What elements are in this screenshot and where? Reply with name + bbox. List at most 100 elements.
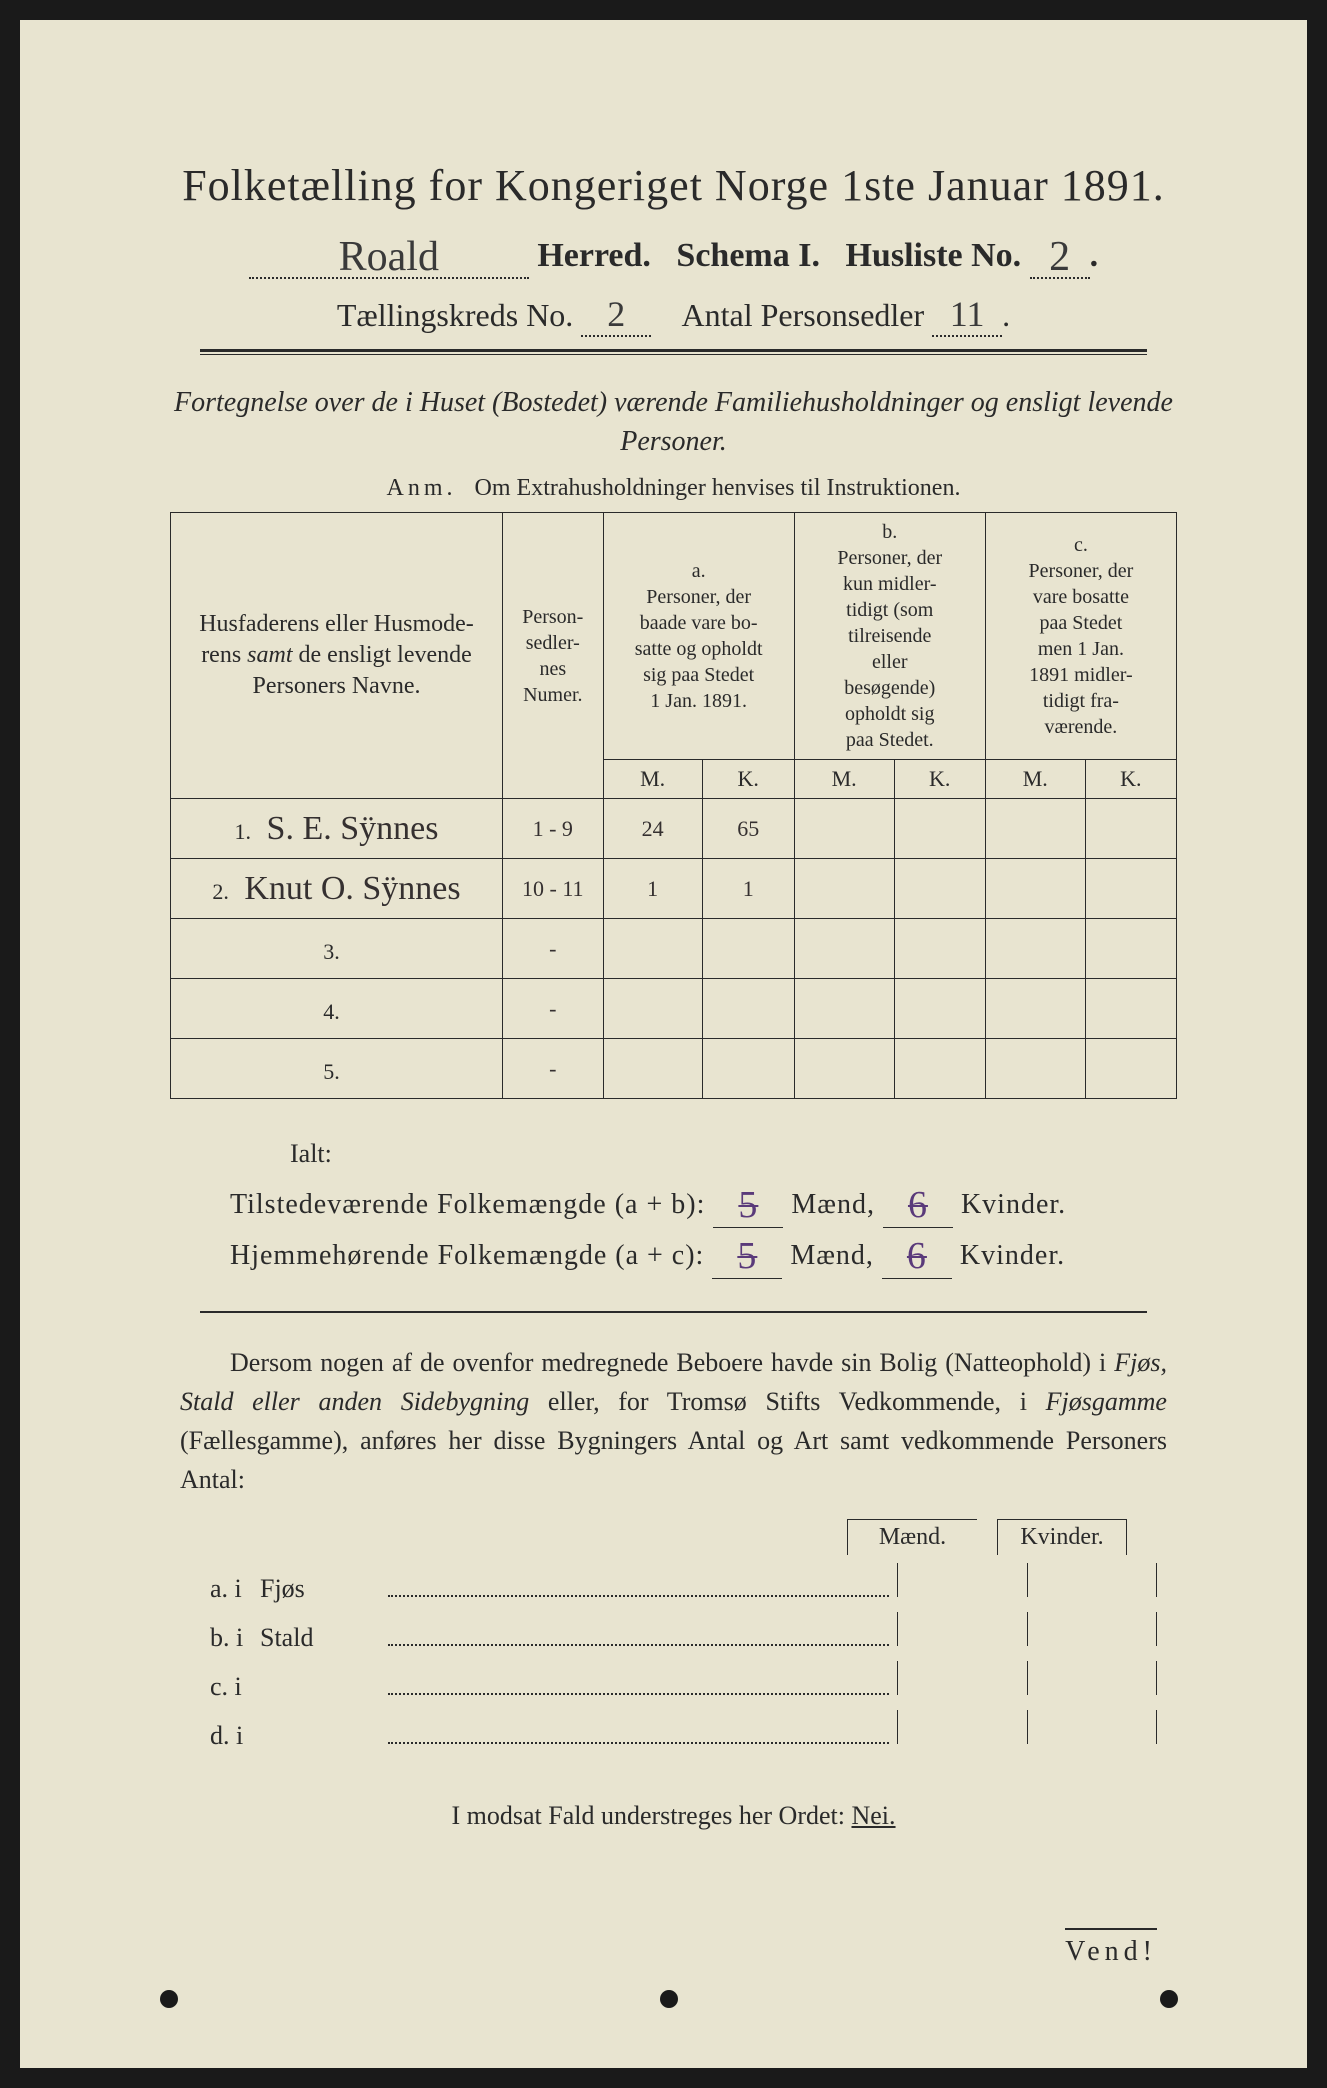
cell-num: 1 - 9 (502, 799, 603, 859)
ob-kvinder-header: Kvinder. (997, 1519, 1127, 1555)
ob-dots (388, 1669, 889, 1695)
cell-cm (985, 799, 1085, 859)
nei-line: I modsat Fald understreges her Ordet: Ne… (170, 1801, 1177, 1831)
anm-label: Anm. (387, 475, 457, 501)
resident-m: 5 (712, 1234, 782, 1279)
antal-label: Antal Personsedler (682, 297, 925, 333)
col-b-header: b.Personer, derkun midler-tidigt (somtil… (803, 519, 977, 753)
outbuilding-paragraph: Dersom nogen af de ovenfor medregnede Be… (180, 1343, 1167, 1499)
row-num: 3. (171, 919, 503, 979)
cell-num: - (502, 919, 603, 979)
census-table: Husfaderens eller Husmode-rens samt de e… (170, 512, 1177, 1099)
ob-label: a. i (190, 1574, 260, 1604)
cell-ck (1085, 799, 1176, 859)
cell-ak (702, 919, 794, 979)
cell-cm (985, 919, 1085, 979)
col-num-header: Person-sedler-nesNumer. (511, 604, 595, 708)
present-m: 5 (713, 1183, 783, 1228)
outbuilding-row: b. iStald (190, 1612, 1157, 1653)
header-line-3: Tællingskreds No. 2 Antal Personsedler 1… (170, 293, 1177, 337)
total-resident: Hjemmehørende Folkemængde (a + c): 5 Mæn… (230, 1230, 1177, 1275)
page-title: Folketælling for Kongeriget Norge 1ste J… (170, 160, 1177, 211)
col-a-header: a.Personer, derbaade vare bo-satte og op… (612, 558, 786, 714)
col-a-k: K. (702, 760, 794, 799)
outbuilding-row: a. iFjøs (190, 1563, 1157, 1604)
cell-bk (894, 859, 985, 919)
col-c-k: K. (1085, 760, 1176, 799)
table-row: 2. Knut O. Sÿnnes10 - 1111 (171, 859, 1177, 919)
cell-cm (985, 1039, 1085, 1099)
col-c-header: c.Personer, dervare bosattepaa Stedetmen… (994, 532, 1168, 740)
row-num: 5. (171, 1039, 503, 1099)
cell-ak (702, 1039, 794, 1099)
cell-bk (894, 979, 985, 1039)
row-num: 4. (171, 979, 503, 1039)
nei-word: Nei. (851, 1801, 895, 1830)
ob-name: Fjøs (260, 1574, 380, 1604)
ob-label: d. i (190, 1721, 260, 1751)
table-row: 3. - (171, 919, 1177, 979)
header-line-2: Roald Herred. Schema I. Husliste No. 2. (170, 229, 1177, 279)
ob-label: c. i (190, 1672, 260, 1702)
anm-note: Anm. Om Extrahusholdninger henvises til … (170, 475, 1177, 502)
col-b-k: K. (894, 760, 985, 799)
herred-value: Roald (339, 234, 439, 280)
ob-dots (388, 1620, 889, 1646)
col-a-m: M. (603, 760, 702, 799)
divider (200, 349, 1147, 355)
cell-am (603, 1039, 702, 1099)
col-name-header: Husfaderens eller Husmode-rens samt de e… (179, 609, 494, 703)
kreds-value: 2 (607, 294, 625, 334)
census-form-page: Folketælling for Kongeriget Norge 1ste J… (20, 20, 1307, 2068)
ob-maend-header: Mænd. (847, 1519, 977, 1555)
col-c-m: M. (985, 760, 1085, 799)
cell-num: - (502, 979, 603, 1039)
ob-dots (388, 1718, 889, 1744)
ob-m-cell (897, 1661, 1027, 1695)
ob-k-cell (1027, 1612, 1157, 1646)
cell-am (603, 979, 702, 1039)
cell-am (603, 919, 702, 979)
cell-cm (985, 859, 1085, 919)
outbuilding-row: c. i (190, 1661, 1157, 1702)
subtitle: Fortegnelse over de i Huset (Bostedet) v… (170, 383, 1177, 461)
cell-bm (794, 799, 894, 859)
ob-k-cell (1027, 1710, 1157, 1744)
punch-hole (1160, 1990, 1178, 2008)
punch-hole (160, 1990, 178, 2008)
cell-ck (1085, 859, 1176, 919)
col-b-m: M. (794, 760, 894, 799)
punch-hole (660, 1990, 678, 2008)
ob-k-cell (1027, 1661, 1157, 1695)
kreds-label: Tællingskreds No. (337, 297, 573, 333)
cell-bk (894, 799, 985, 859)
ialt-label: Ialt: (290, 1139, 1177, 1169)
present-k: 6 (883, 1183, 953, 1228)
husliste-value: 2 (1049, 234, 1070, 280)
row-num: 1. S. E. Sÿnnes (171, 799, 503, 859)
cell-am: 1 (603, 859, 702, 919)
ob-label: b. i (190, 1623, 260, 1653)
cell-bm (794, 919, 894, 979)
herred-label: Herred. (537, 237, 651, 274)
husliste-label: Husliste No. (845, 237, 1021, 274)
resident-k: 6 (882, 1234, 952, 1279)
row-num: 2. Knut O. Sÿnnes (171, 859, 503, 919)
cell-am: 24 (603, 799, 702, 859)
cell-ak: 1 (702, 859, 794, 919)
ob-m-cell (897, 1563, 1027, 1597)
cell-bk (894, 919, 985, 979)
cell-bm (794, 859, 894, 919)
anm-text: Om Extrahusholdninger henvises til Instr… (475, 475, 961, 501)
cell-num: 10 - 11 (502, 859, 603, 919)
cell-bm (794, 1039, 894, 1099)
vend-label: Vend! (1065, 1928, 1157, 1968)
cell-ak: 65 (702, 799, 794, 859)
cell-cm (985, 979, 1085, 1039)
antal-value: 11 (950, 294, 985, 334)
cell-ck (1085, 919, 1176, 979)
table-row: 5. - (171, 1039, 1177, 1099)
ob-dots (388, 1571, 889, 1597)
ob-m-cell (897, 1710, 1027, 1744)
schema-label: Schema I. (676, 237, 820, 274)
